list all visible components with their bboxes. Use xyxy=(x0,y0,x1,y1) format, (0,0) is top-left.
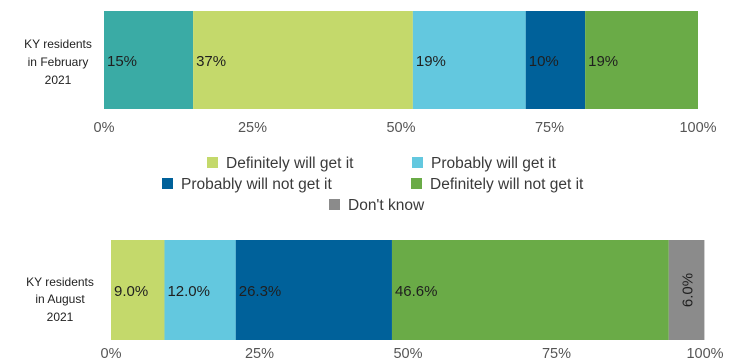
category-label-line: in February xyxy=(28,55,89,69)
bar-segment xyxy=(164,240,236,340)
x-tick-label: 50% xyxy=(393,346,422,362)
legend-label: Don't know xyxy=(348,197,425,214)
segment-value-label: 6.0% xyxy=(680,273,697,307)
x-tick-label: 0% xyxy=(101,346,122,362)
segment-value-label: 12.0% xyxy=(167,283,210,300)
segment-value-label: 19% xyxy=(416,53,446,70)
segment-value-label: 19% xyxy=(588,53,618,70)
bar-segment xyxy=(525,11,586,109)
x-tick-label: 0% xyxy=(94,120,115,136)
segment-value-label: 37% xyxy=(196,53,226,70)
category-label-line: in August xyxy=(35,292,85,306)
legend-label: Definitely will not get it xyxy=(430,176,584,193)
legend-swatch xyxy=(411,178,422,189)
legend-swatch xyxy=(162,178,173,189)
legend-label: Definitely will get it xyxy=(226,155,354,172)
bar-segment xyxy=(193,11,413,109)
x-tick-label: 50% xyxy=(386,120,415,136)
x-tick-label: 100% xyxy=(686,346,723,362)
category-label-line: 2021 xyxy=(45,73,72,87)
bar-segment xyxy=(111,240,165,340)
category-label-line: KY residents xyxy=(26,275,94,289)
bar-segment xyxy=(412,11,526,109)
segment-value-label: 9.0% xyxy=(114,283,148,300)
segment-value-label: 46.6% xyxy=(395,283,438,300)
bar-segment xyxy=(668,240,705,340)
chart-february-2021: KY residents in February 2021 15% 37% 19% 10% 1… xyxy=(24,11,717,136)
legend: Definitely will get it Probably will get … xyxy=(162,155,584,214)
segment-value-label: 26.3% xyxy=(239,283,282,300)
category-label-line: KY residents xyxy=(24,37,92,51)
legend-label: Probably will get it xyxy=(431,155,557,172)
x-tick-label: 25% xyxy=(245,346,274,362)
segment-value-label: 15% xyxy=(107,53,137,70)
legend-swatch xyxy=(412,157,423,168)
x-tick-label: 75% xyxy=(535,120,564,136)
x-tick-label: 75% xyxy=(542,346,571,362)
x-tick-label: 25% xyxy=(238,120,267,136)
legend-label: Probably will not get it xyxy=(181,176,332,193)
bar-segment xyxy=(235,240,392,340)
segment-value-label: 10% xyxy=(529,53,559,70)
bar-segment xyxy=(104,11,194,109)
chart-august-2021: KY residents in August 2021 9.0% 12.0% 26.3% 4… xyxy=(26,240,724,362)
legend-swatch xyxy=(207,157,218,168)
bar-segment xyxy=(391,240,669,340)
x-tick-label: 100% xyxy=(679,120,716,136)
category-label-line: 2021 xyxy=(47,310,74,324)
bar-segment xyxy=(585,11,698,109)
legend-swatch xyxy=(329,199,340,210)
